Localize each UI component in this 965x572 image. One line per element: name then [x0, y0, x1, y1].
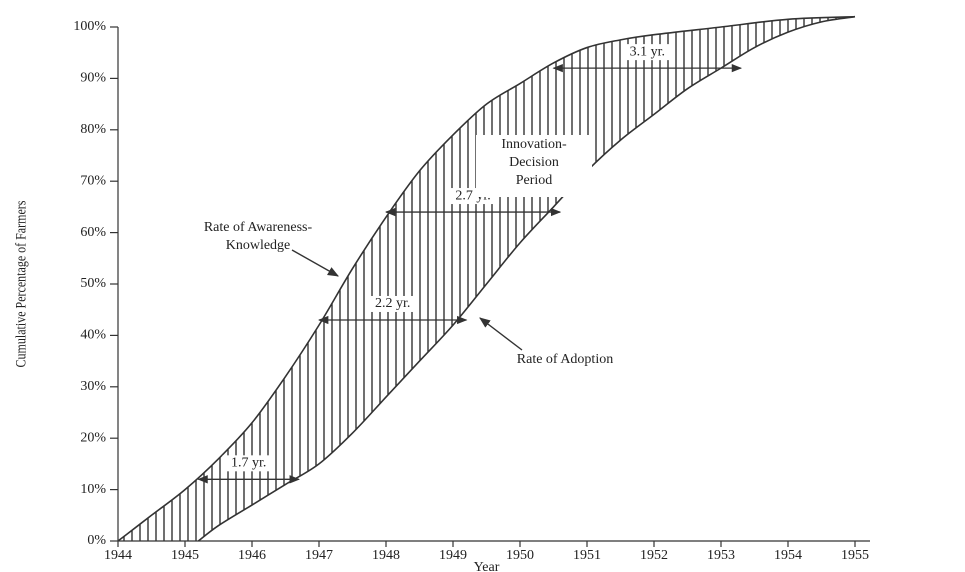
- x-tick-label: 1954: [774, 548, 802, 563]
- curve: [117, 15, 856, 542]
- hatch-area: [118, 16, 855, 542]
- x-tick-label: 1947: [305, 548, 333, 563]
- interval-label-bg: [222, 455, 275, 472]
- y-tick-label: 100%: [73, 19, 106, 34]
- y-tick-label: 90%: [80, 71, 106, 86]
- annotation: Innovation-: [501, 137, 567, 152]
- x-tick-label: 1952: [640, 548, 668, 563]
- y-tick-label: 0%: [87, 533, 106, 548]
- annotation: Rate of Adoption: [517, 352, 613, 367]
- x-tick-label: 1955: [841, 548, 869, 563]
- annotation-arrow: [479, 317, 523, 351]
- y-tick-label: 60%: [80, 225, 106, 240]
- y-tick-label: 20%: [80, 430, 106, 445]
- y-tick-label: 50%: [80, 276, 106, 291]
- x-tick-label: 1944: [104, 548, 132, 563]
- x-axis-label: Year: [474, 560, 500, 572]
- annotation-arrow: [291, 249, 339, 277]
- x-tick-label: 1951: [573, 548, 601, 563]
- interval-label: 2.2 yr.: [375, 296, 410, 311]
- interval-label-bg: [366, 295, 419, 312]
- y-tick-label: 70%: [80, 173, 106, 188]
- annotation: Rate of Awareness-: [204, 220, 313, 235]
- y-tick-label: 80%: [80, 122, 106, 137]
- y-tick-label: 30%: [80, 379, 106, 394]
- interval-label-bg: [621, 44, 674, 61]
- x-tick-label: 1953: [707, 548, 735, 563]
- annotation-bg: [476, 135, 592, 197]
- annotation: Period: [516, 173, 553, 188]
- x-tick-label: 1950: [506, 548, 534, 563]
- y-tick-label: 10%: [80, 482, 106, 497]
- annotation: Knowledge: [226, 238, 291, 253]
- annotation: Decision: [509, 155, 559, 170]
- x-tick-label: 1948: [372, 548, 400, 563]
- y-axis-label: Cumulative Percentage of Farmers: [12, 201, 29, 368]
- interval-label: 3.1 yr.: [630, 44, 665, 59]
- x-tick-label: 1946: [238, 548, 266, 563]
- y-tick-label: 40%: [80, 328, 106, 343]
- x-tick-label: 1945: [171, 548, 199, 563]
- x-tick-label: 1949: [439, 548, 467, 563]
- interval-label: 1.7 yr.: [231, 456, 266, 471]
